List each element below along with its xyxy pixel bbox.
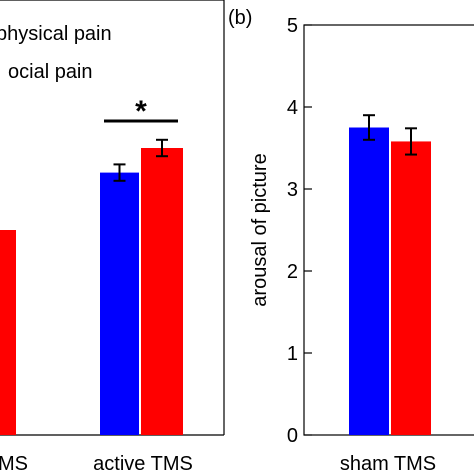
bar-physical-pain-sham-tms — [349, 127, 389, 435]
y-tick-label-3: 3 — [287, 179, 298, 201]
y-tick-label-4: 4 — [287, 97, 298, 119]
panel-b-axes-box — [303, 24, 474, 436]
category-label-sham-partial: MS — [0, 453, 28, 474]
category-label-active: active TMS — [93, 453, 193, 474]
panel-b: 0 1 2 3 4 5 arousal of picture sham TMS — [249, 15, 474, 474]
legend-label-social: ocial pain — [8, 61, 93, 83]
legend-label-physical: physical pain — [0, 23, 112, 45]
y-tick-label-5: 5 — [287, 15, 298, 37]
panel-a: physical pain ocial pain * MS active TMS — [0, 0, 225, 474]
bar-physical-pain-active-tms — [100, 172, 139, 435]
panel-label-b: (b) — [228, 7, 252, 29]
panel-a-bars — [0, 138, 183, 435]
y-axis-label: arousal of picture — [249, 153, 271, 306]
significance-star: * — [135, 95, 147, 128]
y-tick-label-2: 2 — [287, 261, 298, 283]
category-label-sham: sham TMS — [340, 453, 436, 474]
bar-social-pain-active-tms — [141, 148, 183, 435]
panel-b-bars — [349, 114, 431, 435]
bar-social-pain-sham-tms — [391, 141, 431, 435]
y-tick-label-0: 0 — [287, 425, 298, 447]
panel-b-ticks: 0 1 2 3 4 5 — [287, 15, 312, 447]
y-tick-label-1: 1 — [287, 343, 298, 365]
bar-social-pain-sham-tms — [0, 230, 16, 435]
